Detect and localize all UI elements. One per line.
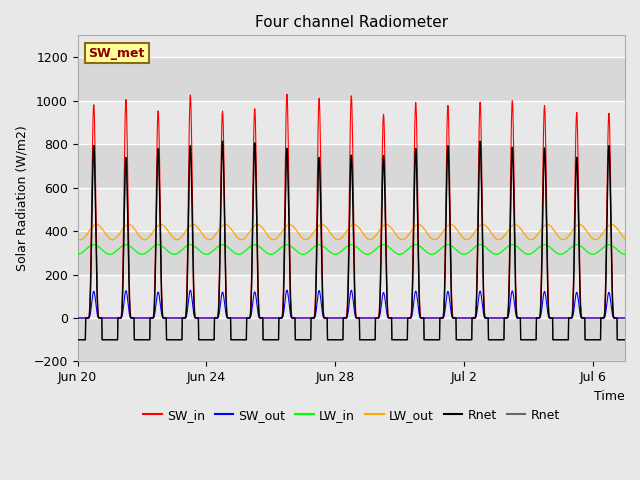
Bar <box>77 318 625 361</box>
Title: Four channel Radiometer: Four channel Radiometer <box>255 15 448 30</box>
Y-axis label: Solar Radiation (W/m2): Solar Radiation (W/m2) <box>15 126 28 271</box>
Bar <box>77 57 625 101</box>
Bar <box>77 231 625 275</box>
X-axis label: Time: Time <box>595 390 625 403</box>
Text: SW_met: SW_met <box>88 47 145 60</box>
Bar <box>77 144 625 188</box>
Legend: SW_in, SW_out, LW_in, LW_out, Rnet, Rnet: SW_in, SW_out, LW_in, LW_out, Rnet, Rnet <box>138 404 564 427</box>
